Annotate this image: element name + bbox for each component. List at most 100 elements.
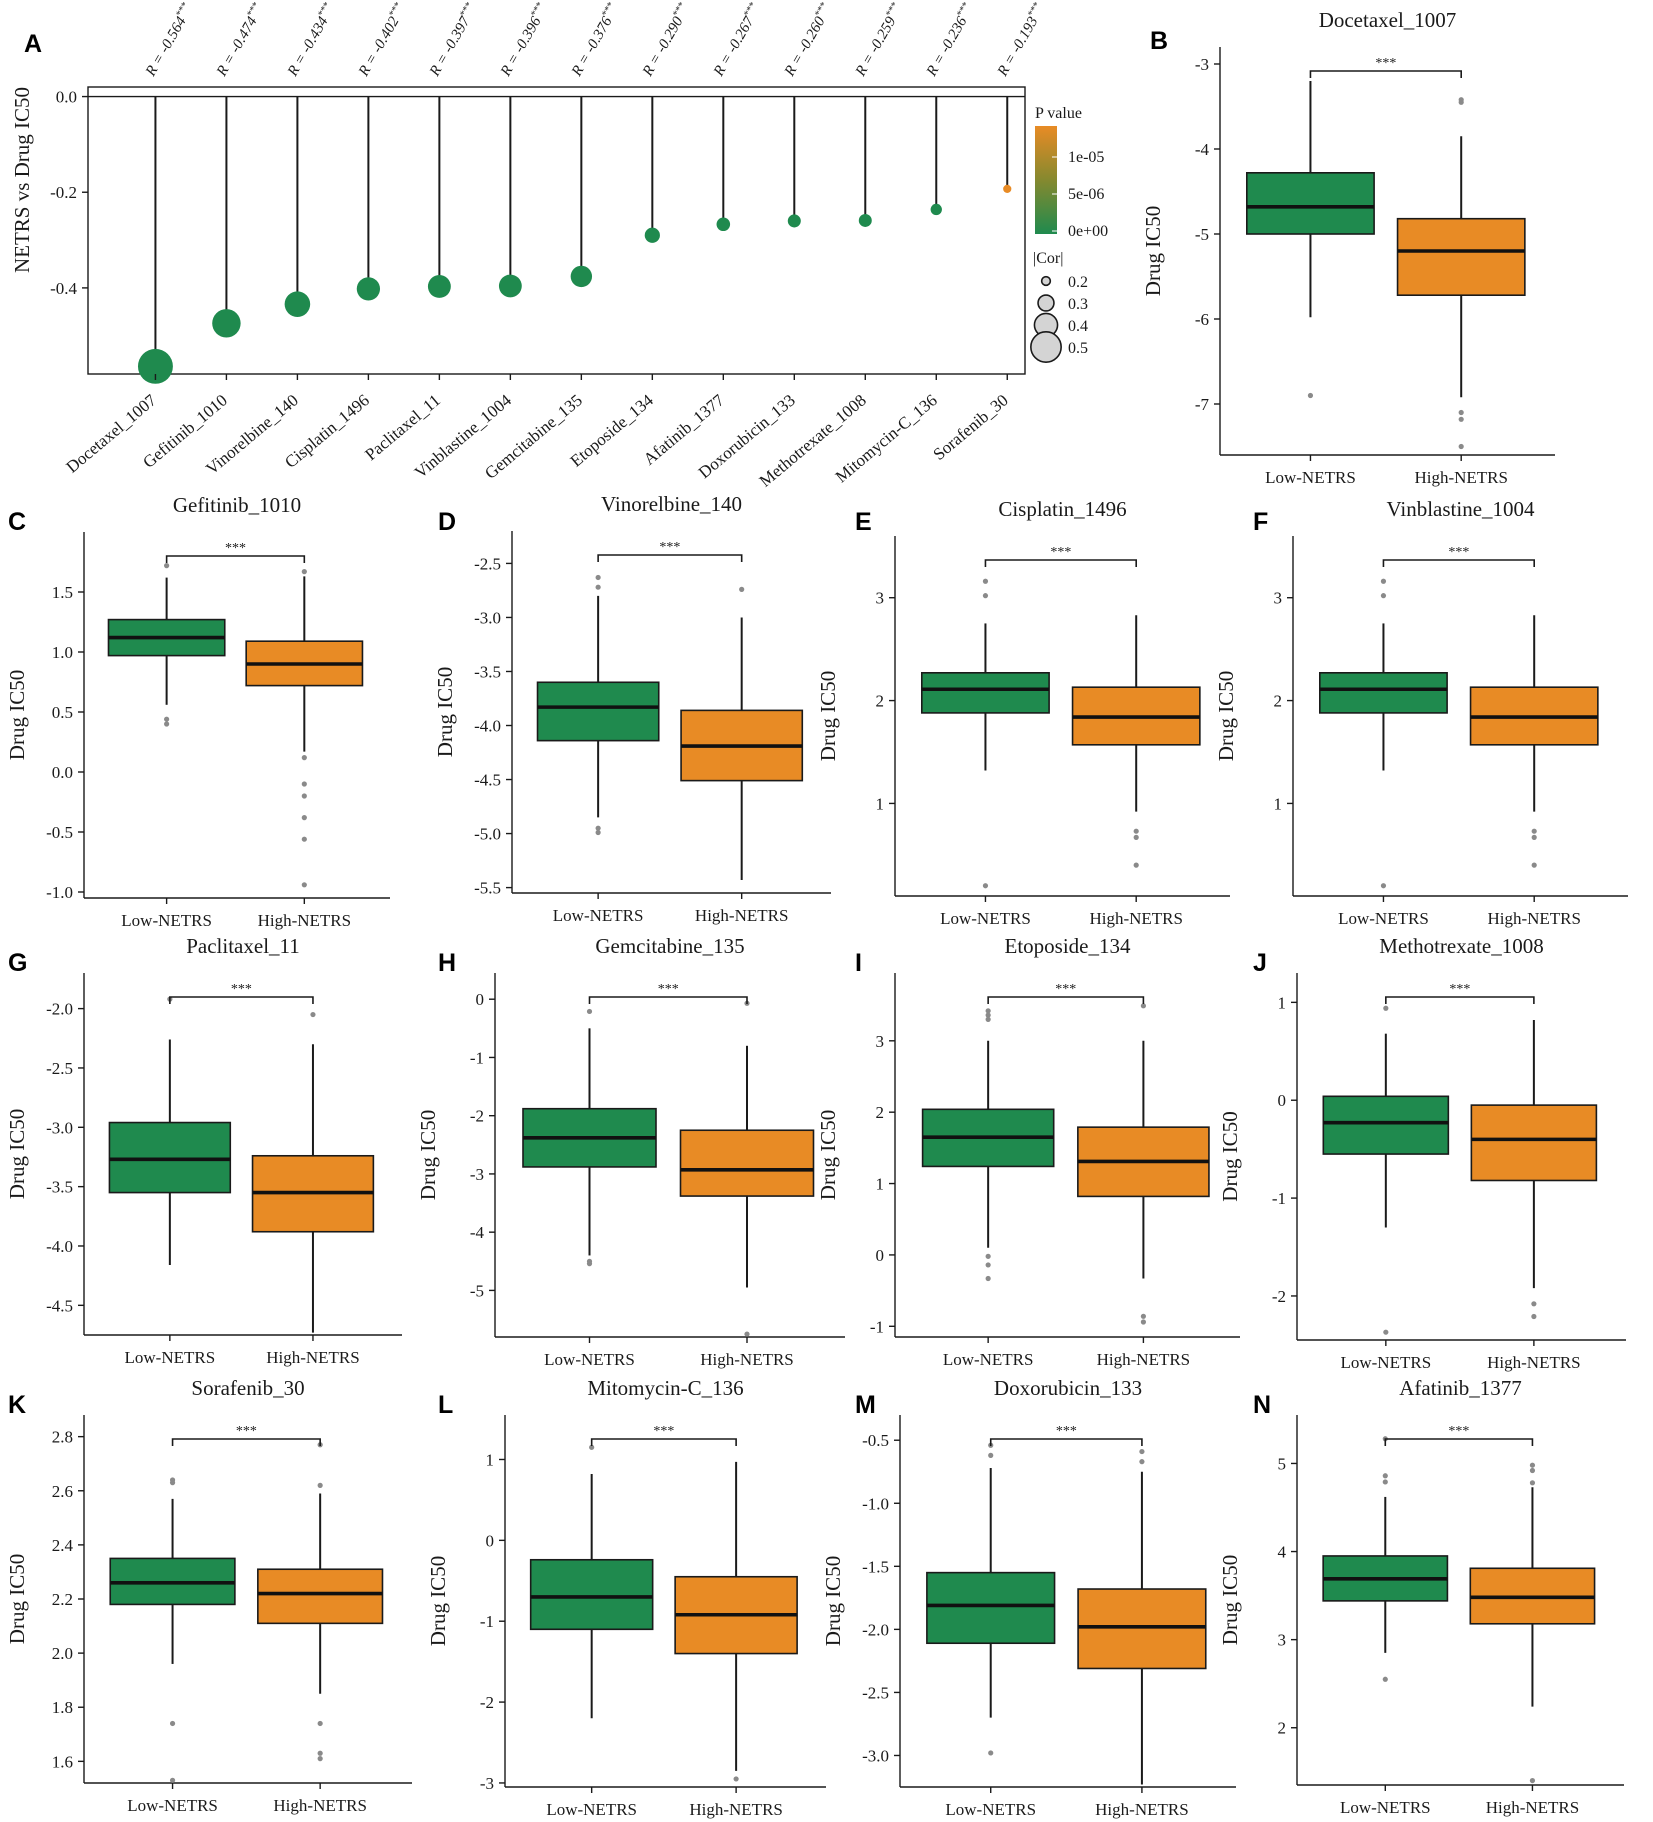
panel-J: J Methotrexate_1008 1 0 -1 -2 Drug IC50 Low-NET… — [1218, 934, 1626, 1372]
box-low-netrs — [529, 1558, 654, 1631]
panel-M: M Doxorubicin_133 -0.5 -1.0 -1.5 -2.0 -2.5 -3.0… — [821, 1376, 1236, 1819]
significance-stars: *** — [225, 541, 246, 556]
y-tick-label: -0.2 — [50, 183, 77, 202]
y-tick-label: -6 — [1195, 310, 1209, 329]
significance-bracket: *** — [171, 1424, 321, 1446]
outlier-point — [301, 755, 307, 761]
legend-size-label: 0.4 — [1068, 318, 1088, 335]
outlier-point — [310, 1011, 316, 1018]
x-tick-label: Low-NETRS — [1338, 909, 1429, 928]
y-tick-label: 2 — [1274, 692, 1283, 711]
box-high-netrs — [257, 1568, 384, 1625]
panel-label-F: F — [1253, 508, 1268, 536]
outlier-point — [301, 815, 307, 821]
significance-stars: *** — [1050, 545, 1071, 560]
bracket-line — [1309, 70, 1462, 78]
y-tick-label: -5.0 — [474, 825, 501, 844]
outlier-point — [301, 781, 307, 787]
legend-color-tick: 0e+00 — [1068, 223, 1108, 240]
y-tick-label: 2 — [1278, 1719, 1287, 1738]
panel-label-J: J — [1253, 949, 1267, 977]
significance-bracket: *** — [1385, 982, 1535, 1004]
x-tick-label: High-NETRS — [1097, 1350, 1191, 1369]
panel-label-C: C — [8, 508, 26, 536]
outlier-point — [317, 1482, 323, 1488]
outlier-point — [1140, 1319, 1146, 1325]
x-tick-label: Low-NETRS — [553, 906, 644, 925]
outlier-point — [1531, 1313, 1537, 1320]
r-value: R = -0.236 — [923, 14, 970, 80]
box-low-netrs — [1319, 671, 1448, 714]
outlier-point — [589, 1444, 595, 1450]
legend-size-label: 0.2 — [1068, 274, 1088, 291]
x-tick-label: Low-NETRS — [1340, 1798, 1431, 1817]
outlier-point — [1531, 834, 1537, 840]
lollipop-point — [284, 291, 311, 317]
panel-title: Doxorubicin_133 — [994, 1376, 1142, 1400]
x-tick-label: High-NETRS — [273, 1796, 367, 1815]
lollipop-point — [930, 203, 942, 216]
lollipop-point — [498, 274, 522, 298]
y-tick-label: -1.5 — [862, 1557, 889, 1576]
outlier-point — [1531, 1301, 1537, 1307]
outlier-point — [164, 563, 170, 569]
r-annotation: R = -0.474*** — [212, 0, 268, 80]
y-axis-label: Drug IC50 — [416, 1110, 440, 1200]
panel-H: H Gemcitabine_135 0 -1 -2 -3 -4 -5 Drug IC50 Low-… — [416, 934, 845, 1369]
x-tick-label: High-NETRS — [266, 1348, 360, 1367]
x-tick-label: Low-NETRS — [940, 909, 1031, 928]
outlier-point — [317, 1750, 323, 1756]
r-annotation: R = -0.564*** — [141, 0, 197, 80]
r-value: R = -0.434 — [285, 14, 332, 80]
legend-size-title: |Cor| — [1033, 250, 1063, 267]
r-value: R = -0.260 — [781, 14, 828, 80]
r-annotation: R = -0.193*** — [993, 0, 1049, 80]
legend-size-marker — [1030, 331, 1062, 363]
panel-title: Docetaxel_1007 — [1319, 8, 1457, 32]
y-tick-label: 0 — [486, 1531, 495, 1550]
outlier-point — [595, 584, 601, 590]
bracket-line — [588, 996, 748, 1004]
outlier-point — [739, 586, 745, 592]
x-tick-label: High-NETRS — [1487, 1353, 1581, 1372]
outlier-point — [301, 836, 307, 842]
panel-label-E: E — [855, 508, 872, 536]
outlier-point — [982, 883, 989, 889]
y-tick-label: -1 — [1272, 1189, 1286, 1208]
outlier-point — [317, 1756, 323, 1762]
y-axis-label: Drug IC50 — [433, 667, 457, 757]
r-value: R = -0.376 — [568, 14, 615, 80]
x-tick-label: High-NETRS — [1089, 909, 1183, 928]
legend-size-label: 0.5 — [1068, 340, 1088, 357]
outlier-point — [164, 721, 170, 727]
x-tick-label: Low-NETRS — [1340, 1353, 1431, 1372]
significance-bracket: *** — [588, 982, 748, 1004]
y-tick-label: -1 — [870, 1317, 884, 1336]
outlier-point — [1380, 593, 1387, 599]
lollipop-point — [137, 348, 173, 384]
y-tick-label: -0.5 — [46, 823, 73, 842]
r-value: R = -0.564 — [143, 14, 190, 80]
y-tick-label: -7 — [1195, 395, 1210, 414]
outlier-point — [988, 1452, 994, 1458]
lollipop-point — [787, 214, 801, 228]
outlier-point — [985, 1262, 991, 1268]
box-high-netrs — [1396, 217, 1526, 296]
r-value: R = -0.193 — [994, 14, 1041, 80]
outlier-point — [301, 793, 307, 799]
y-axis-label: Drug IC50 — [816, 1110, 840, 1200]
outlier-point — [1133, 828, 1139, 834]
panel-title: Vinblastine_1004 — [1386, 497, 1535, 521]
outlier-point — [169, 1777, 176, 1783]
outlier-point — [985, 1016, 991, 1022]
x-tick-label: Low-NETRS — [125, 1348, 216, 1367]
outlier-point — [1458, 409, 1464, 416]
y-tick-label: -3 — [480, 1774, 494, 1793]
x-tick-label: High-NETRS — [1486, 1798, 1580, 1817]
y-tick-label: 2.4 — [52, 1536, 74, 1555]
y-tick-label: -4.0 — [474, 717, 501, 736]
y-tick-label: 0 — [1278, 1091, 1287, 1110]
r-value: R = -0.397 — [426, 13, 474, 80]
panel-label-D: D — [438, 508, 456, 536]
